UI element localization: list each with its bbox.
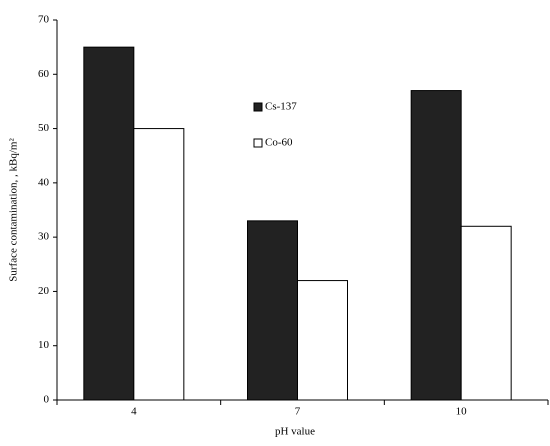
legend-swatch bbox=[253, 102, 263, 112]
y-tick-label: 50 bbox=[38, 122, 50, 134]
bar bbox=[83, 46, 135, 401]
y-axis-label: Surface contamination, , kBq/m² bbox=[8, 138, 20, 282]
x-tick-label: 4 bbox=[131, 406, 137, 418]
bar bbox=[297, 280, 348, 401]
legend-swatch bbox=[253, 138, 263, 148]
legend-label: Cs-137 bbox=[265, 101, 297, 113]
bar bbox=[133, 128, 185, 401]
x-tick-label: 10 bbox=[456, 406, 468, 418]
bar bbox=[247, 220, 298, 401]
y-tick-label: 40 bbox=[38, 176, 50, 188]
x-axis-label: pH value bbox=[275, 426, 315, 438]
y-tick-label: 30 bbox=[38, 231, 50, 243]
y-tick-label: 60 bbox=[38, 68, 50, 80]
x-tick-label: 7 bbox=[295, 406, 301, 418]
bar bbox=[410, 90, 462, 401]
y-tick-label: 0 bbox=[44, 394, 50, 406]
bar bbox=[460, 225, 512, 401]
y-tick-label: 10 bbox=[38, 339, 50, 351]
legend-label: Co-60 bbox=[265, 137, 293, 149]
y-tick-label: 20 bbox=[38, 285, 50, 297]
y-tick-label: 70 bbox=[38, 14, 50, 26]
